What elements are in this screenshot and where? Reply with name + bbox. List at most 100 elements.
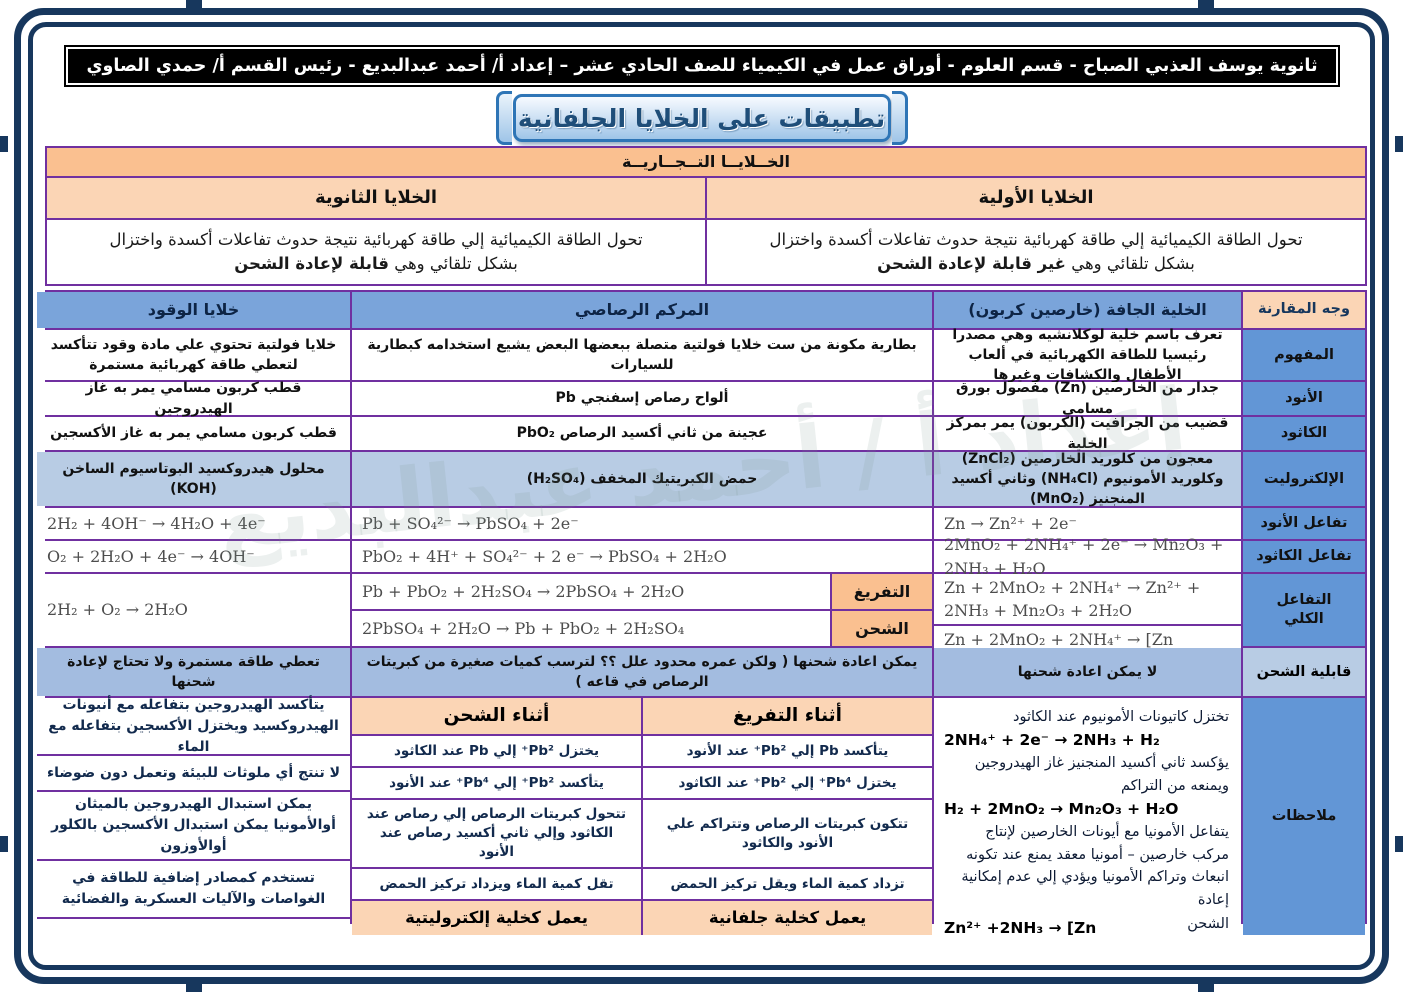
rechargeability-dry: لا يمكن اعادة شحنها	[934, 648, 1241, 696]
notes-dry-lastline: الشحن علل؟؟ Zn²⁺ +2NH₃ → [Zn (NH₃)₂]²⁺	[944, 913, 1229, 935]
electrolyte-lead: حمض الكبريتيك المخفف (H₂SO₄)	[352, 452, 932, 506]
notes-lead-cell: أثناء التفريغ يتأكسد Pb إلي Pb²⁺ عند الأ…	[352, 698, 932, 935]
secondary-definition-line1: تحول الطاقة الكيميائية إلي طاقة كهربائية…	[109, 230, 643, 250]
frame-ornament	[1198, 0, 1214, 8]
notes-fuel-cell: يتأكسد الهيدروجين بتفاعله مع أنيونات اله…	[37, 697, 350, 935]
header-dry-cell: الخلية الجافة (خارصين كربون)	[934, 292, 1241, 328]
discharge-footer: يعمل كخلية جلفانية	[643, 901, 932, 935]
charge-note-3: تتحول كبريتات الرصاص إلي رصاص عند الكاثو…	[352, 800, 641, 867]
rechargeability-fuel: تعطي طاقة مستمرة ولا تحتاج لإعادة شحنها	[37, 648, 350, 696]
charge-note-2: يتأكسد Pb²⁺ إلي Pb⁴⁺ عند الأنود	[352, 768, 641, 798]
row-label-rechargeability: قابلية الشحن	[1243, 648, 1365, 696]
frame-ornament	[1198, 984, 1214, 992]
row-label-overall-reaction: التفاعل الكلي	[1243, 574, 1365, 646]
charge-equation: 2PbSO₄ + 2H₂O → Pb + PbO₂ + 2H₂SO₄	[352, 611, 830, 646]
cathode-fuel: قطب كربون مسامي يمر به غاز الأكسجين	[37, 417, 350, 450]
fuel-note-filler	[37, 919, 350, 935]
overall-label-line1: التفاعل	[1276, 592, 1332, 609]
overall-label-line2: الكلي	[1284, 611, 1324, 627]
header-fuel-cells: خلايا الوقود	[37, 292, 350, 328]
fuel-note-4: تستخدم كمصادر إضافية للطاقة في الغواصات …	[37, 861, 350, 917]
primary-definition-normal: بشكل تلقائي وهي	[1065, 254, 1195, 273]
overall-dry-eq1: Zn + 2MnO₂ + 2NH₄⁺ → Zn²⁺ + 2NH₃ + Mn₂O₃…	[934, 574, 1241, 625]
discharge-note-2: يختزل Pb⁴⁺ إلي Pb²⁺ عند الكاثود	[643, 768, 932, 798]
primary-definition-line1: تحول الطاقة الكيميائية إلي طاقة كهربائية…	[769, 230, 1303, 250]
overall-fuel-equation: 2H₂ + O₂ → 2H₂O	[37, 574, 350, 646]
lead-discharge-row: التفريغ Pb + PbO₂ + 2H₂SO₄ → 2PbSO₄ + 2H…	[352, 574, 932, 609]
frame-ornament	[1395, 836, 1403, 852]
row-label-concept: المفهوم	[1243, 330, 1365, 380]
anode-reaction-lead: Pb + SO₄²⁻ → PbSO₄ + 2e⁻	[352, 508, 932, 539]
fuel-note-3: يمكن استبدال الهيدروجين بالميثان أوالأمو…	[37, 792, 350, 859]
commercial-cells-title: الخــلايــا التــجــاريــة	[47, 148, 1365, 176]
notes-dry-tail: الشحن	[1187, 916, 1229, 933]
primary-definition-bold: غير قابلة لإعادة الشحن	[877, 254, 1066, 273]
cathode-reaction-lead: PbO₂ + 4H⁺ + SO₄²⁻ + 2 e⁻ → PbSO₄ + 2H₂O	[352, 541, 932, 572]
concept-lead: بطارية مكونة من ست خلايا فولتية متصلة بب…	[352, 330, 932, 380]
secondary-definition-bold: قابلة لإعادة الشحن	[234, 254, 389, 273]
secondary-cells-definition: تحول الطاقة الكيميائية إلي طاقة كهربائية…	[47, 220, 705, 284]
primary-definition-line2: بشكل تلقائي وهي غير قابلة لإعادة الشحن	[877, 252, 1195, 276]
anode-fuel: قطب كربون مسامي يمر به غاز الهيدروجين	[37, 380, 350, 417]
lead-charge-row: الشحن 2PbSO₄ + 2H₂O → Pb + PbO₂ + 2H₂SO₄	[352, 611, 932, 646]
overall-dry-cell: Zn + 2MnO₂ + 2NH₄⁺ → Zn²⁺ + 2NH₃ + Mn₂O₃…	[934, 574, 1241, 677]
primary-cells-header: الخلايا الأولية	[707, 178, 1365, 218]
charge-note-4: تقل كمية الماء ويزداد تركيز الحمض	[352, 869, 641, 899]
cathode-dry: قضيب من الجرافيت (الكربون) يمر بمركز الخ…	[934, 415, 1241, 452]
row-label-anode-reaction: تفاعل الأنود	[1243, 508, 1365, 539]
discharge-label: التفريغ	[832, 574, 932, 609]
row-label-electrolyte: الإلكتروليت	[1243, 452, 1365, 506]
notes-dry-eq2: H₂ + 2MnO₂ → Mn₂O₃ + H₂O	[944, 800, 1179, 819]
discharge-note-4: تزداد كمية الماء ويقل تركيز الحمض	[643, 869, 932, 899]
secondary-cells-header: الخلايا الثانوية	[47, 178, 705, 218]
worksheet-title: تطبيقات على الخلايا الجلفانية	[517, 103, 886, 133]
cathode-reaction-dry: 2MnO₂ + 2NH₄⁺ + 2e⁻ → Mn₂O₃ + 2NH₃ + H₂O	[934, 535, 1241, 578]
discharge-note-3: تتكون كبريتات الرصاص وتتراكم علي الأنود …	[643, 800, 932, 867]
frame-ornament	[186, 0, 202, 8]
during-charge-header: أثناء الشحن	[352, 698, 641, 734]
row-label-cathode-reaction: تفاعل الكاثود	[1243, 541, 1365, 572]
anode-reaction-dry: Zn → Zn²⁺ + 2e⁻	[934, 508, 1241, 539]
frame-ornament	[186, 984, 202, 992]
electrolyte-dry: معجون من كلوريد الخارصين (ZnCl₂) وكلوريد…	[934, 451, 1241, 507]
charge-footer: يعمل كخلية إلكتروليتية	[352, 901, 641, 935]
comparison-table: وجه المقارنة الخلية الجافة (خارصين كربون…	[37, 290, 1367, 935]
header-aspect: وجه المقارنة	[1243, 292, 1365, 328]
fuel-note-1: يتأكسد الهيدروجين بتفاعله مع أنيونات اله…	[37, 697, 350, 755]
concept-fuel: خلايا فولتية تحتوي علي مادة وقود تتأكسد …	[37, 330, 350, 380]
notes-dry-text1: تختزل كاتيونات الأمونيوم عند الكاثود	[1013, 709, 1229, 725]
frame-ornament	[0, 136, 8, 152]
discharge-note-1: يتأكسد Pb إلي Pb²⁺ عند الأنود	[643, 736, 932, 766]
discharge-equation: Pb + PbO₂ + 2H₂SO₄ → 2PbSO₄ + 2H₂O	[352, 574, 830, 609]
row-label-notes: ملاحظات	[1243, 698, 1365, 935]
notes-lead-discharge-column: أثناء التفريغ يتأكسد Pb إلي Pb²⁺ عند الأ…	[643, 698, 932, 935]
notes-dry-text2: يؤكسد ثاني أكسيد المنجنيز غاز الهيدروجين…	[974, 755, 1229, 794]
secondary-definition-normal: بشكل تلقائي وهي	[388, 254, 518, 273]
row-label-anode: الأنود	[1243, 382, 1365, 415]
notes-dry-cell: تختزل كاتيونات الأمونيوم عند الكاثود 2NH…	[934, 698, 1241, 935]
frame-ornament	[1395, 136, 1403, 152]
notes-dry-eq3: Zn²⁺ +2NH₃ → [Zn (NH₃)₂]²⁺	[944, 918, 1097, 935]
notes-dry-text3: يتفاعل الأمونيا مع أيونات الخارصين لإنتا…	[961, 824, 1229, 908]
secondary-definition-line2: بشكل تلقائي وهي قابلة لإعادة الشحن	[234, 252, 518, 276]
electrolyte-fuel: محلول هيدروكسيد البوتاسيوم الساخن (KOH)	[37, 452, 350, 506]
cathode-lead: عجينة من ثاني أكسيد الرصاص PbO₂	[352, 417, 932, 450]
frame-ornament	[0, 836, 8, 852]
school-header-bar: ثانوية يوسف العذبي الصباح - قسم العلوم -…	[64, 45, 1340, 87]
header-lead-accumulator: المركم الرصاصي	[352, 292, 932, 328]
anode-dry: جدار من الخارصين (Zn) مفصول بورق مسامي	[934, 380, 1241, 417]
rechargeability-lead: يمكن اعادة شحنها ( ولكن عمره محدود علل ؟…	[352, 648, 932, 696]
anode-reaction-fuel: 2H₂ + 4OH⁻ → 4H₂O + 4e⁻	[37, 508, 350, 539]
row-label-cathode: الكاثود	[1243, 417, 1365, 450]
notes-lead-charge-column: أثناء الشحن يختزل Pb²⁺ إلي Pb عند الكاثو…	[352, 698, 641, 935]
worksheet-title-banner: تطبيقات على الخلايا الجلفانية	[495, 91, 908, 145]
concept-dry: تعرف باسم خلية لوكلانشيه وهي مصدرا رئيسي…	[934, 327, 1241, 383]
school-header-text: ثانوية يوسف العذبي الصباح - قسم العلوم -…	[68, 49, 1336, 83]
notes-dry-eq1: 2NH₄⁺ + 2e⁻ → 2NH₃ + H₂	[944, 731, 1160, 750]
commercial-cells-table: الخــلايــا التــجــاريــة الخلايا الأول…	[45, 146, 1367, 286]
anode-lead: ألواح رصاص إسفنجي Pb	[352, 382, 932, 415]
cathode-reaction-fuel: O₂ + 2H₂O + 4e⁻ → 4OH⁻	[37, 541, 350, 572]
fuel-note-2: لا تنتج أي ملوثات للبيئة وتعمل دون ضوضاء	[37, 756, 350, 790]
primary-cells-definition: تحول الطاقة الكيميائية إلي طاقة كهربائية…	[707, 220, 1365, 284]
